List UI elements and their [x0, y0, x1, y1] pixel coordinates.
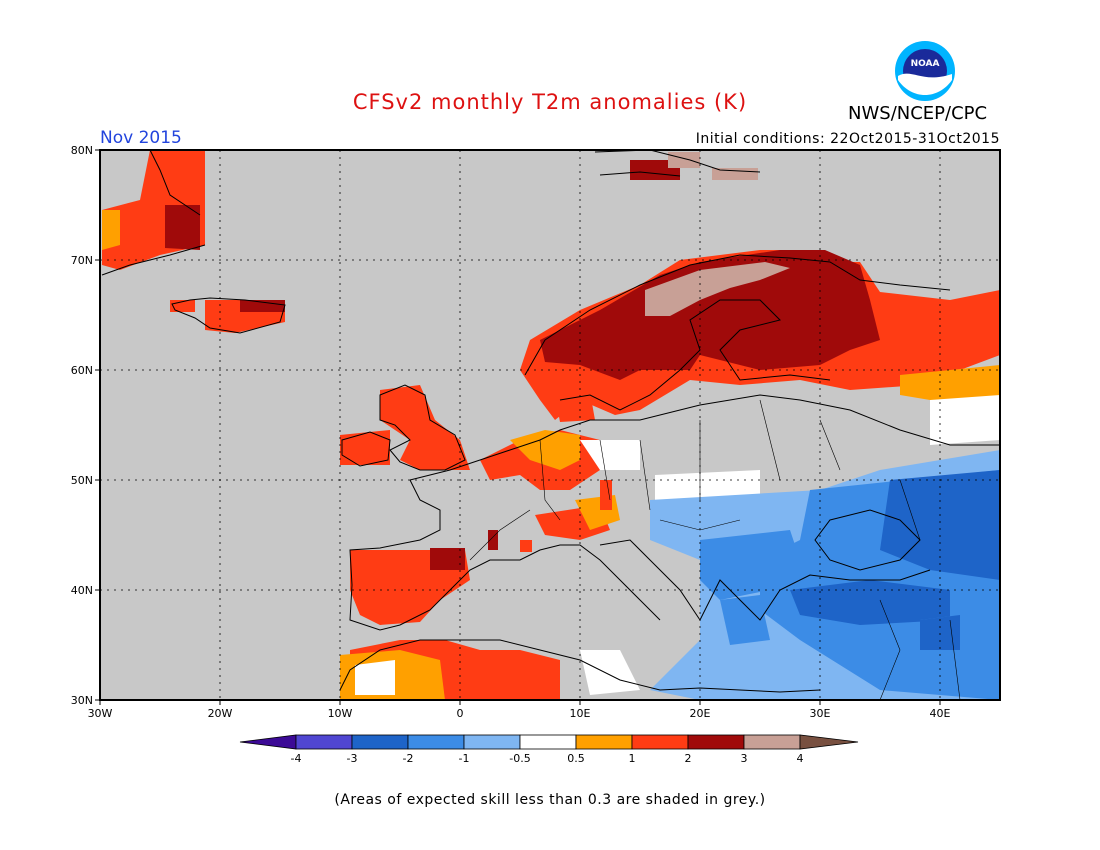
lon-label-20e: 20E	[690, 707, 711, 720]
coast-iceland	[171, 297, 286, 334]
coast-black-sea	[814, 509, 921, 571]
forecast-month: Nov 2015	[100, 128, 182, 148]
region-greenland-dark	[165, 205, 200, 250]
coast-scandinavia	[524, 254, 951, 411]
initial-conditions: Initial conditions: 22Oct2015-31Oct2015	[695, 131, 1000, 147]
region-greenland-east	[102, 210, 120, 250]
colorbar-seg-2	[351, 734, 409, 750]
lat-label-40n: 40N	[71, 584, 93, 597]
colorbar-seg-3	[407, 734, 465, 750]
region-scandinavia-pink	[645, 262, 790, 316]
lat-axis	[95, 149, 100, 701]
lat-label-70n: 70N	[71, 254, 93, 267]
lat-label-80n: 80N	[71, 144, 93, 157]
colorbar-label-neg0-5: -0.5	[509, 752, 530, 765]
coast-africa	[339, 639, 821, 693]
agency-label: NWS/NCEP/CPC	[848, 103, 988, 124]
coast-britain	[379, 384, 466, 471]
lon-axis	[99, 700, 941, 705]
lon-label-30w: 30W	[88, 707, 113, 720]
colorbar-label-4: 4	[797, 752, 804, 765]
colorbar-label-0-5: 0.5	[567, 752, 585, 765]
region-lowlands-orange	[510, 430, 580, 470]
region-denmark	[555, 392, 595, 422]
lon-label-0: 0	[457, 707, 464, 720]
colorbar-seg-8	[687, 734, 745, 750]
footnote: (Areas of expected skill less than 0.3 a…	[334, 792, 766, 808]
region-russia-orange	[900, 365, 1000, 400]
region-svalbard-2	[668, 152, 700, 168]
lon-label-30e: 30E	[810, 707, 831, 720]
colorbar-label-neg3: -3	[347, 752, 358, 765]
lat-label-60n: 60N	[71, 364, 93, 377]
region-switzerland	[600, 480, 612, 510]
colorbar-seg-6	[575, 734, 633, 750]
colorbar-seg-7	[631, 734, 689, 750]
colorbar-seg-0	[239, 734, 297, 750]
region-libya-white	[580, 650, 640, 695]
lat-label-30n: 30N	[71, 694, 93, 707]
lon-label-10w: 10W	[328, 707, 353, 720]
lon-label-10e: 10E	[570, 707, 591, 720]
colorbar-label-2: 2	[685, 752, 692, 765]
colorbar-seg-4	[463, 734, 521, 750]
coast-ireland	[341, 431, 391, 467]
region-north-africa-white	[355, 660, 395, 695]
colorbar-seg-1	[295, 734, 353, 750]
colorbar-label-neg4: -4	[291, 752, 302, 765]
lon-label-20w: 20W	[208, 707, 233, 720]
lat-label-50n: 50N	[71, 474, 93, 487]
region-iceland-dark	[240, 300, 285, 312]
colorbar	[239, 734, 859, 750]
colorbar-label-neg1: -1	[459, 752, 470, 765]
region-turkey-dark	[790, 580, 950, 625]
anomaly-regions	[102, 150, 1000, 700]
region-mideast-dark	[920, 615, 960, 650]
chart-title: CFSv2 monthly T2m anomalies (K)	[352, 90, 748, 114]
region-britain	[380, 385, 470, 470]
region-central-white	[580, 440, 640, 470]
lon-label-40e: 40E	[930, 707, 951, 720]
region-greece	[720, 595, 770, 645]
region-scandinavia-dark	[540, 250, 880, 380]
colorbar-label-neg2: -2	[403, 752, 414, 765]
colorbar-label-3: 3	[741, 752, 748, 765]
region-ireland	[340, 430, 390, 465]
noaa-logo-text: NOAA	[911, 59, 940, 69]
colorbar-seg-9	[743, 734, 801, 750]
region-iberia-dark	[430, 548, 465, 570]
colorbar-seg-10	[799, 734, 859, 750]
region-russia-dark	[880, 470, 1000, 580]
region-italy-small	[488, 530, 498, 550]
region-balkans-mid	[700, 530, 800, 600]
region-russia-white	[930, 385, 1000, 445]
grid-lines	[100, 150, 1000, 700]
noaa-logo: NOAA	[895, 41, 955, 101]
region-italy-small-2	[520, 540, 532, 552]
colorbar-label-1: 1	[629, 752, 636, 765]
colorbar-seg-5	[519, 734, 577, 750]
map-frame	[99, 149, 1001, 701]
